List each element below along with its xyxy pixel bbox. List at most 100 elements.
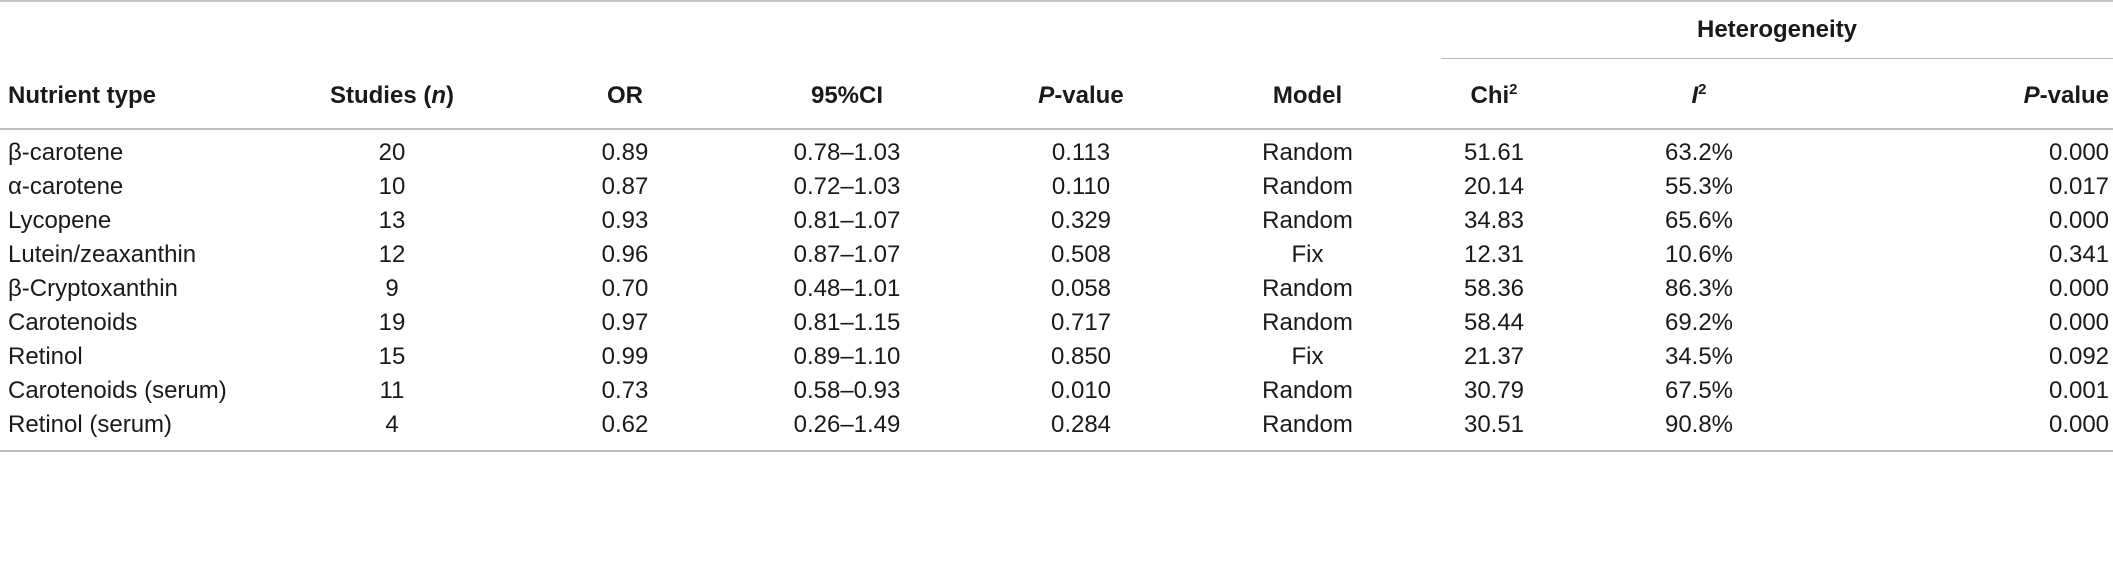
header-ci: 95%CI	[728, 64, 966, 130]
cell-studies: 20	[378, 139, 406, 166]
cell-or: 0.89	[601, 139, 649, 166]
cell-studies: 12	[378, 241, 406, 268]
cell-i2: 55.3%	[1664, 173, 1734, 200]
cell-ci: 0.26–1.49	[728, 408, 966, 452]
cell-het-p: 0.017	[2048, 173, 2110, 200]
cell-studies: 10	[378, 173, 406, 200]
cell-i2: 67.5%	[1664, 377, 1734, 404]
cell-p: 0.110	[1051, 173, 1111, 200]
cell-p: 0.284	[966, 408, 1196, 452]
header-p-value: P-value	[966, 64, 1196, 130]
cell-chi2: 21.37	[1463, 343, 1525, 370]
cell-het-p: 0.000	[2048, 275, 2110, 302]
cell-ci: 0.81–1.15	[793, 309, 901, 336]
cell-studies: 4	[262, 408, 522, 452]
cell-ci: 0.81–1.07	[793, 207, 901, 234]
cell-het-p: 0.001	[2048, 377, 2110, 404]
cell-het-p: 0.092	[2048, 343, 2110, 370]
cell-p: 0.508	[1050, 241, 1112, 268]
cell-i2: 65.6%	[1664, 207, 1734, 234]
cell-i2: 63.2%	[1664, 139, 1734, 166]
header-het-p-value: P-value	[1829, 64, 2113, 130]
cell-p: 0.329	[1050, 207, 1112, 234]
group-header-row: Heterogeneity	[0, 0, 2113, 64]
cell-p: 0.058	[1050, 275, 1112, 302]
cell-i2: 86.3%	[1664, 275, 1734, 302]
header-or: OR	[522, 64, 728, 130]
table-row: β-carotene 20 0.89 0.78–1.03 0.113 Rando…	[0, 129, 2113, 170]
cell-or: 0.87	[601, 173, 649, 200]
cell-het-p: 0.000	[2048, 309, 2110, 336]
cell-i2: 90.8%	[1569, 408, 1829, 452]
cell-or: 0.96	[601, 241, 649, 268]
cell-or: 0.70	[601, 275, 649, 302]
table-row: Retinol 15 0.99 0.89–1.10 0.850 Fix 21.3…	[0, 340, 2113, 374]
cell-or: 0.93	[601, 207, 649, 234]
cell-chi2: 58.44	[1463, 309, 1525, 336]
cell-het-p: 0.000	[2048, 139, 2110, 166]
cell-model: Random	[1262, 275, 1353, 302]
cell-nutrient: Retinol (serum)	[0, 408, 262, 452]
cell-chi2: 20.14	[1463, 173, 1525, 200]
cell-nutrient: Carotenoids	[8, 309, 138, 336]
header-nutrient-type: Nutrient type	[0, 64, 262, 130]
header-model: Model	[1196, 64, 1419, 130]
table-row: Retinol (serum) 4 0.62 0.26–1.49 0.284 R…	[0, 408, 2113, 452]
cell-or: 0.73	[601, 377, 649, 404]
results-table: Heterogeneity Nutrient type Studies (n) …	[0, 0, 2113, 452]
header-studies: Studies (n)	[262, 64, 522, 130]
column-header-row: Nutrient type Studies (n) OR 95%CI P-val…	[0, 64, 2113, 130]
cell-ci: 0.48–1.01	[793, 275, 901, 302]
cell-ci: 0.89–1.10	[793, 343, 901, 370]
cell-chi2: 30.51	[1419, 408, 1569, 452]
cell-or: 0.97	[601, 309, 649, 336]
cell-studies: 11	[379, 377, 405, 404]
cell-ci: 0.78–1.03	[793, 139, 901, 166]
table-row: Carotenoids 19 0.97 0.81–1.15 0.717 Rand…	[0, 306, 2113, 340]
cell-nutrient: Retinol	[8, 343, 83, 370]
cell-model: Random	[1262, 139, 1353, 166]
cell-studies: 19	[378, 309, 406, 336]
cell-studies: 9	[385, 275, 399, 302]
cell-het-p: 0.341	[2048, 241, 2110, 268]
cell-model: Random	[1262, 207, 1353, 234]
cell-nutrient: Lycopene	[8, 207, 112, 234]
cell-ci: 0.58–0.93	[793, 377, 901, 404]
cell-or: 0.99	[601, 343, 649, 370]
cell-p: 0.850	[1050, 343, 1112, 370]
cell-i2: 10.6%	[1664, 241, 1734, 268]
cell-i2: 69.2%	[1664, 309, 1734, 336]
cell-p: 0.010	[1050, 377, 1112, 404]
cell-nutrient: Carotenoids (serum)	[8, 377, 227, 404]
cell-model: Random	[1196, 408, 1419, 452]
cell-studies: 13	[378, 207, 406, 234]
heterogeneity-group-label: Heterogeneity	[1441, 8, 2113, 59]
cell-p: 0.113	[1051, 139, 1111, 166]
table-row: Lutein/zeaxanthin 12 0.96 0.87–1.07 0.50…	[0, 238, 2113, 272]
table-row: Carotenoids (serum) 11 0.73 0.58–0.93 0.…	[0, 374, 2113, 408]
table-row: β-Cryptoxanthin 9 0.70 0.48–1.01 0.058 R…	[0, 272, 2113, 306]
header-i2: I2	[1569, 64, 1829, 130]
cell-nutrient: α-carotene	[8, 173, 124, 200]
cell-i2: 34.5%	[1664, 343, 1734, 370]
cell-studies: 15	[378, 343, 406, 370]
cell-chi2: 30.79	[1463, 377, 1525, 404]
cell-het-p: 0.000	[1829, 408, 2113, 452]
cell-chi2: 12.31	[1463, 241, 1525, 268]
cell-nutrient: β-Cryptoxanthin	[8, 275, 178, 302]
cell-model: Random	[1262, 173, 1353, 200]
cell-model: Random	[1262, 309, 1353, 336]
table-row: Lycopene 13 0.93 0.81–1.07 0.329 Random …	[0, 204, 2113, 238]
header-chi2: Chi2	[1419, 64, 1569, 130]
cell-chi2: 58.36	[1463, 275, 1525, 302]
cell-nutrient: Lutein/zeaxanthin	[8, 241, 197, 268]
cell-model: Random	[1262, 377, 1353, 404]
cell-het-p: 0.000	[2048, 207, 2110, 234]
cell-chi2: 34.83	[1463, 207, 1525, 234]
cell-or: 0.62	[522, 408, 728, 452]
cell-nutrient: β-carotene	[8, 139, 124, 166]
cell-p: 0.717	[1050, 309, 1112, 336]
cell-model: Fix	[1291, 241, 1324, 268]
cell-chi2: 51.61	[1463, 139, 1525, 166]
table-row: α-carotene 10 0.87 0.72–1.03 0.110 Rando…	[0, 170, 2113, 204]
